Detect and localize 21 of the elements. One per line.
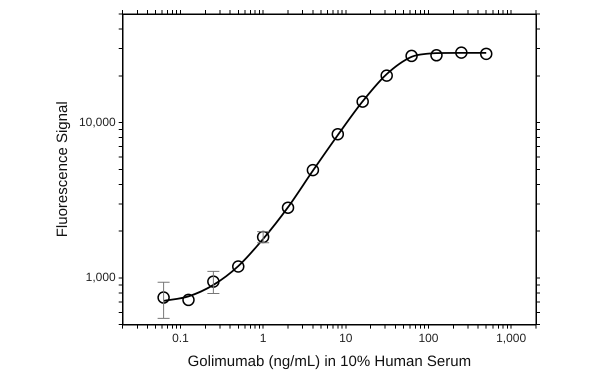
point	[282, 201, 294, 214]
point	[306, 164, 320, 176]
x-tick-label: 1	[260, 331, 267, 346]
point	[430, 49, 443, 62]
point	[405, 50, 418, 62]
point	[182, 294, 195, 306]
point	[380, 69, 393, 82]
y-axis-title: Fluorescence Signal	[54, 101, 72, 238]
point	[455, 46, 468, 59]
x-tick-label: 10	[339, 331, 353, 346]
x-tick-label: 100	[418, 331, 439, 346]
point	[332, 128, 344, 140]
point	[207, 275, 220, 288]
y-tick-label: 10,000	[79, 114, 116, 129]
point	[232, 260, 245, 273]
point	[356, 95, 369, 108]
x-tick-label: 1,000	[496, 331, 526, 346]
x-tick-label: 0.1	[172, 331, 190, 346]
x-axis-title: Golimumab (ng/mL) in 10% Human Serum	[188, 353, 472, 370]
point	[157, 291, 170, 304]
point	[480, 48, 492, 60]
